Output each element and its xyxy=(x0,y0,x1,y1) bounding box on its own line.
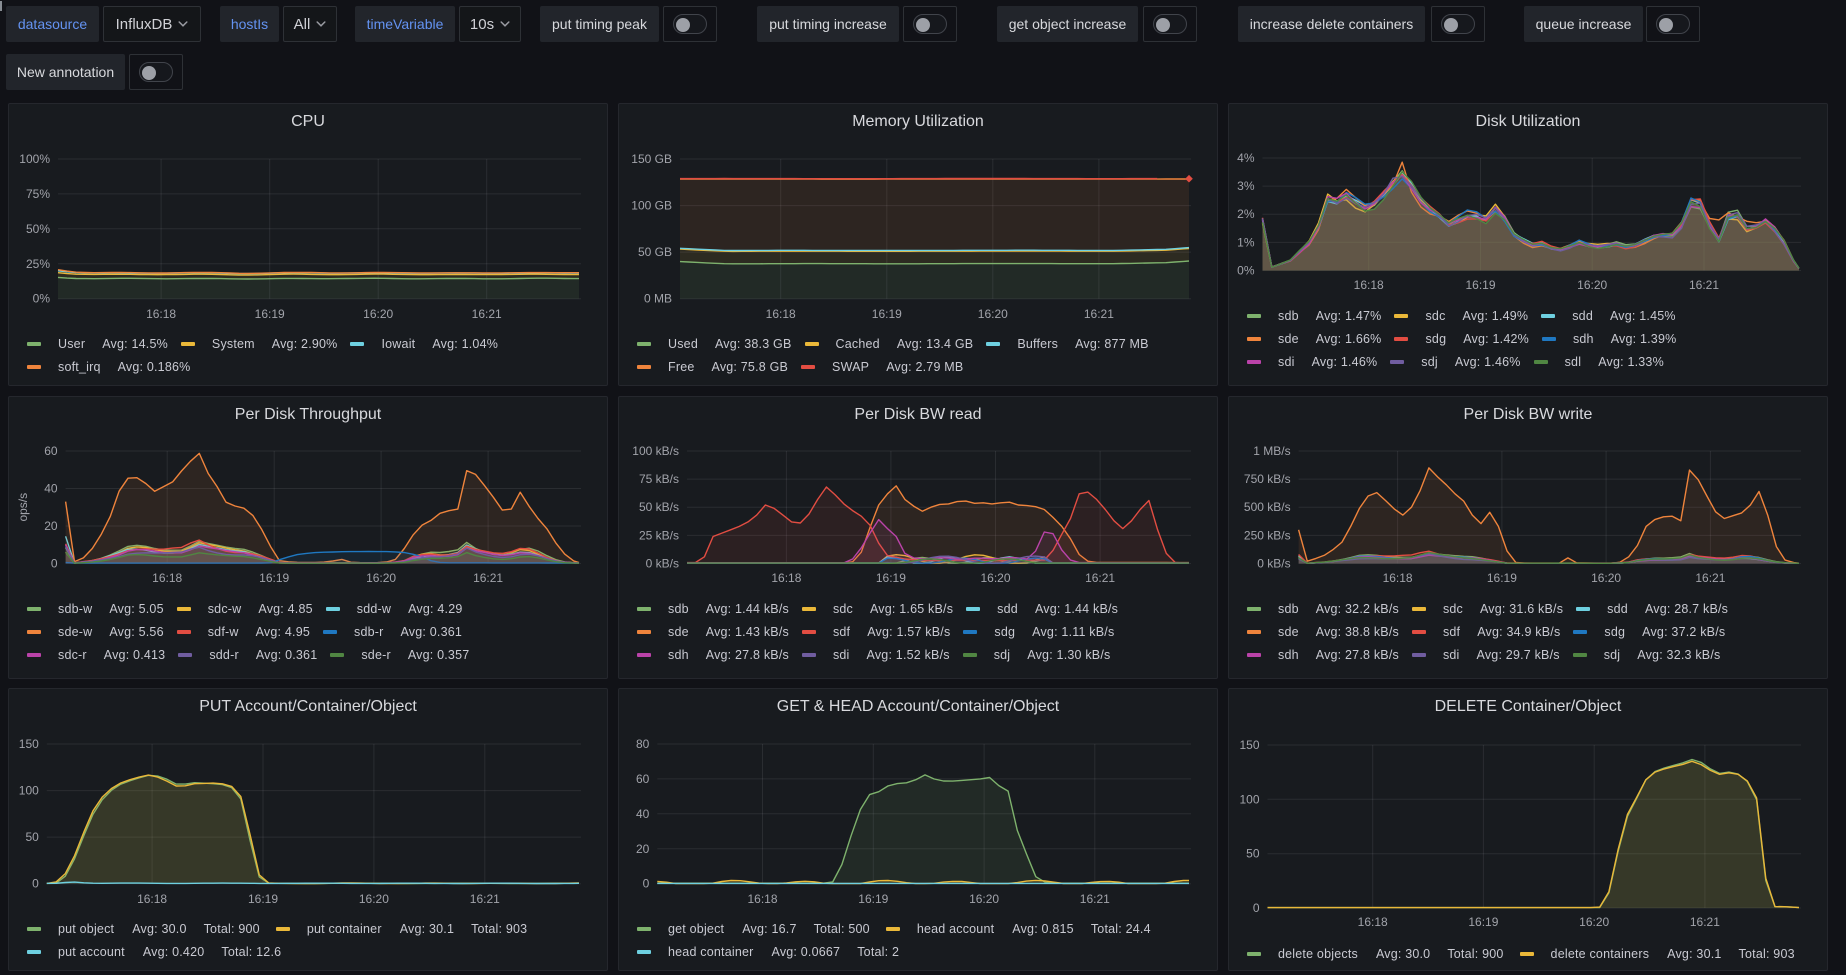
svg-text:16:21: 16:21 xyxy=(1695,571,1725,585)
svg-text:16:19: 16:19 xyxy=(1468,915,1498,929)
svg-text:0 MB: 0 MB xyxy=(644,292,672,306)
svg-text:40: 40 xyxy=(44,482,58,496)
svg-text:150: 150 xyxy=(19,737,39,751)
svg-text:50: 50 xyxy=(1246,847,1260,861)
svg-text:0: 0 xyxy=(1253,901,1260,915)
svg-text:0: 0 xyxy=(643,877,650,891)
svg-text:75 kB/s: 75 kB/s xyxy=(639,472,679,486)
svg-text:50: 50 xyxy=(25,830,39,844)
svg-text:100 GB: 100 GB xyxy=(631,199,672,213)
svg-text:80: 80 xyxy=(636,737,650,751)
svg-text:16:18: 16:18 xyxy=(747,892,777,906)
svg-text:100%: 100% xyxy=(19,152,50,166)
svg-text:16:18: 16:18 xyxy=(1383,571,1413,585)
svg-text:16:19: 16:19 xyxy=(858,892,888,906)
svg-text:16:20: 16:20 xyxy=(1591,571,1621,585)
svg-text:50 GB: 50 GB xyxy=(638,245,672,259)
svg-text:0%: 0% xyxy=(1237,264,1255,278)
svg-text:16:21: 16:21 xyxy=(473,571,503,585)
svg-text:0 kB/s: 0 kB/s xyxy=(1257,557,1290,571)
svg-text:16:18: 16:18 xyxy=(152,571,182,585)
svg-text:16:21: 16:21 xyxy=(1085,571,1115,585)
svg-text:100 kB/s: 100 kB/s xyxy=(632,444,679,458)
svg-text:16:20: 16:20 xyxy=(978,307,1008,321)
svg-text:150 GB: 150 GB xyxy=(631,152,672,166)
svg-text:16:18: 16:18 xyxy=(137,892,167,906)
svg-text:16:18: 16:18 xyxy=(1358,915,1388,929)
svg-text:ops/s: ops/s xyxy=(16,493,30,522)
svg-text:16:21: 16:21 xyxy=(1084,307,1114,321)
svg-text:16:19: 16:19 xyxy=(1465,278,1495,292)
svg-text:50%: 50% xyxy=(26,222,50,236)
svg-text:1 MB/s: 1 MB/s xyxy=(1253,444,1290,458)
svg-text:16:21: 16:21 xyxy=(1080,892,1110,906)
svg-text:16:18: 16:18 xyxy=(766,307,796,321)
svg-text:16:18: 16:18 xyxy=(1354,278,1384,292)
svg-text:4%: 4% xyxy=(1237,151,1255,165)
svg-text:16:20: 16:20 xyxy=(359,892,389,906)
svg-text:16:21: 16:21 xyxy=(472,307,502,321)
svg-text:2%: 2% xyxy=(1237,207,1255,221)
svg-text:16:18: 16:18 xyxy=(771,571,801,585)
svg-text:25%: 25% xyxy=(26,257,50,271)
svg-text:60: 60 xyxy=(636,772,650,786)
svg-text:60: 60 xyxy=(44,444,58,458)
svg-text:1%: 1% xyxy=(1237,235,1255,249)
svg-text:16:19: 16:19 xyxy=(872,307,902,321)
svg-text:0 kB/s: 0 kB/s xyxy=(646,557,679,571)
svg-text:50 kB/s: 50 kB/s xyxy=(639,500,679,514)
svg-text:16:20: 16:20 xyxy=(1579,915,1609,929)
svg-text:16:19: 16:19 xyxy=(876,571,906,585)
svg-text:16:20: 16:20 xyxy=(363,307,393,321)
svg-text:100: 100 xyxy=(19,784,39,798)
svg-text:750 kB/s: 750 kB/s xyxy=(1244,472,1291,486)
svg-text:16:19: 16:19 xyxy=(248,892,278,906)
svg-text:0: 0 xyxy=(51,557,58,571)
svg-text:100: 100 xyxy=(1239,792,1259,806)
svg-text:20: 20 xyxy=(44,519,58,533)
svg-text:16:18: 16:18 xyxy=(146,307,176,321)
svg-text:16:20: 16:20 xyxy=(980,571,1010,585)
svg-text:16:21: 16:21 xyxy=(470,892,500,906)
svg-text:20: 20 xyxy=(636,842,650,856)
svg-text:3%: 3% xyxy=(1237,179,1255,193)
svg-text:40: 40 xyxy=(636,807,650,821)
svg-text:150: 150 xyxy=(1239,738,1259,752)
svg-text:75%: 75% xyxy=(26,187,50,201)
svg-text:500 kB/s: 500 kB/s xyxy=(1244,500,1291,514)
svg-text:250 kB/s: 250 kB/s xyxy=(1244,528,1291,542)
svg-text:0%: 0% xyxy=(33,292,51,306)
svg-text:16:20: 16:20 xyxy=(969,892,999,906)
svg-text:16:21: 16:21 xyxy=(1689,278,1719,292)
svg-text:16:19: 16:19 xyxy=(259,571,289,585)
svg-text:16:20: 16:20 xyxy=(1577,278,1607,292)
svg-text:16:21: 16:21 xyxy=(1690,915,1720,929)
svg-text:25 kB/s: 25 kB/s xyxy=(639,528,679,542)
svg-text:16:19: 16:19 xyxy=(1487,571,1517,585)
svg-text:16:20: 16:20 xyxy=(366,571,396,585)
svg-text:0: 0 xyxy=(32,877,39,891)
svg-text:16:19: 16:19 xyxy=(255,307,285,321)
